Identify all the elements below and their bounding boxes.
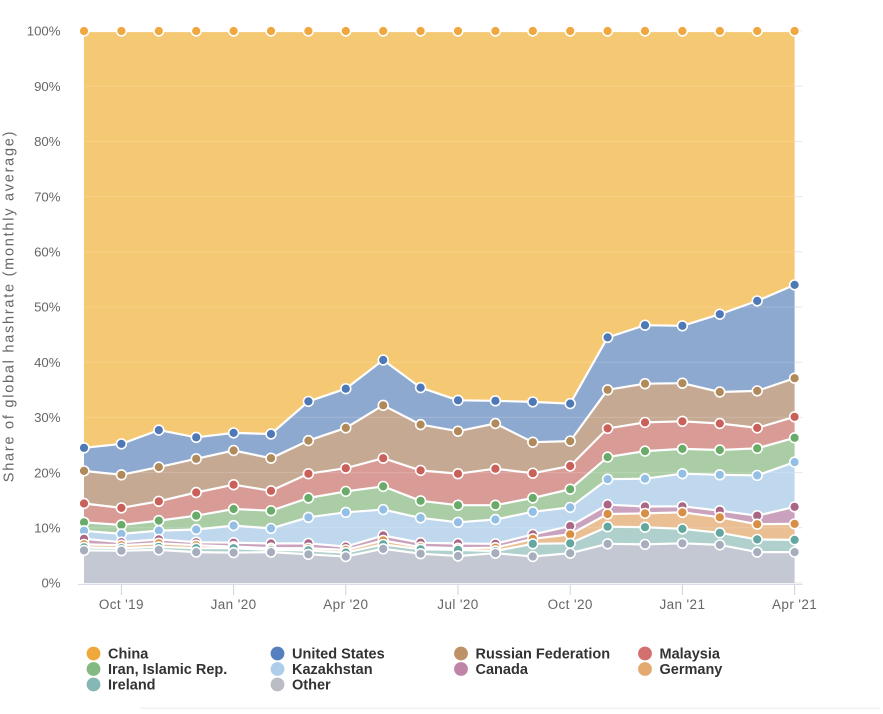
svg-text:100%: 100% [27, 24, 61, 39]
svg-text:80%: 80% [34, 134, 61, 149]
svg-text:United States: United States [292, 647, 385, 663]
svg-text:Germany: Germany [660, 662, 723, 678]
svg-text:10%: 10% [34, 521, 61, 536]
svg-text:70%: 70% [34, 189, 61, 204]
svg-text:Jul '20: Jul '20 [437, 597, 478, 612]
svg-text:0%: 0% [41, 576, 60, 591]
svg-text:Russian Federation: Russian Federation [476, 647, 611, 663]
svg-text:60%: 60% [34, 245, 61, 260]
svg-text:20%: 20% [34, 465, 61, 480]
svg-text:30%: 30% [34, 410, 61, 425]
svg-text:Oct '20: Oct '20 [548, 597, 593, 612]
svg-text:Kazakhstan: Kazakhstan [292, 662, 373, 678]
svg-text:Iran, Islamic Rep.: Iran, Islamic Rep. [108, 662, 227, 678]
svg-text:Apr '21: Apr '21 [772, 597, 817, 612]
svg-text:Canada: Canada [476, 662, 529, 678]
svg-text:Jan '21: Jan '21 [659, 597, 705, 612]
svg-text:40%: 40% [34, 355, 61, 370]
svg-text:China: China [108, 647, 149, 663]
svg-text:Jan '20: Jan '20 [211, 597, 257, 612]
svg-text:Oct '19: Oct '19 [99, 597, 144, 612]
svg-text:50%: 50% [34, 300, 61, 315]
svg-text:Malaysia: Malaysia [660, 647, 721, 663]
svg-text:Apr '20: Apr '20 [323, 597, 368, 612]
svg-text:Share of global hashrate (mont: Share of global hashrate (monthly averag… [2, 130, 18, 482]
svg-text:Ireland: Ireland [108, 678, 156, 694]
svg-text:Other: Other [292, 678, 331, 694]
svg-text:90%: 90% [34, 79, 61, 94]
